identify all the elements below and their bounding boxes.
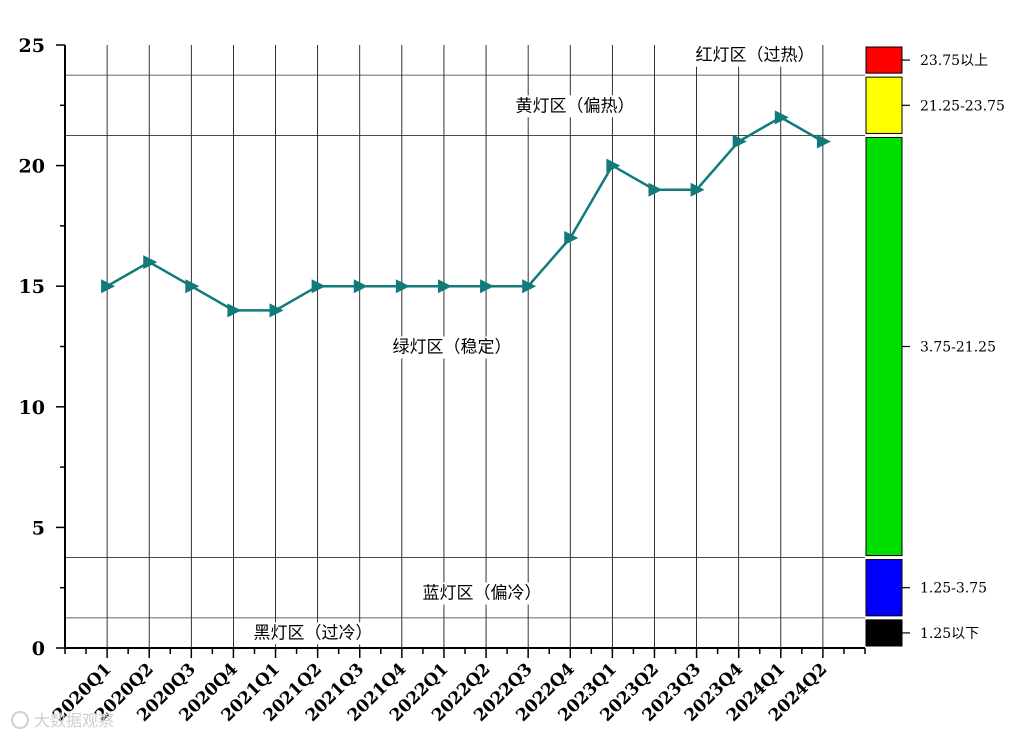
data-point-marker — [395, 279, 410, 294]
legend-swatch — [865, 76, 903, 134]
legend-swatch — [865, 559, 903, 617]
y-tick-label: 20 — [19, 156, 45, 178]
data-point-marker — [690, 182, 705, 197]
data-point-marker — [522, 279, 537, 294]
legend-swatch — [865, 46, 903, 74]
watermark: 大数据观察 — [11, 711, 114, 730]
y-tick-label: 15 — [19, 276, 45, 298]
series-line — [106, 115, 824, 312]
data-point-marker — [606, 158, 621, 173]
y-tick-label: 5 — [32, 517, 45, 539]
grid-lines — [106, 45, 824, 648]
zone-label: 蓝灯区（偏冷） — [423, 584, 542, 604]
legend-label: 3.75-21.25 — [920, 340, 996, 356]
zone-label: 黑灯区（过冷） — [254, 623, 373, 643]
legend-swatch — [865, 619, 903, 647]
data-point-marker — [101, 279, 116, 294]
zone-label-background — [692, 44, 818, 67]
legend-label: 23.75以上 — [920, 53, 988, 69]
watermark-logo-icon — [11, 711, 29, 729]
zone-label: 绿灯区（稳定） — [393, 338, 512, 358]
y-tick-label: 0 — [32, 638, 45, 660]
y-tick-label: 10 — [19, 397, 45, 419]
data-point-marker — [732, 134, 747, 149]
data-point-marker — [437, 279, 452, 294]
data-point-marker — [480, 279, 495, 294]
watermark-text: 大数据观察 — [34, 711, 114, 730]
legend-label: 21.25-23.75 — [920, 98, 1005, 114]
data-point-marker — [353, 279, 368, 294]
zone-label-background — [512, 95, 638, 118]
zone-thresholds: 红灯区（过热） 黄灯区（偏热） 绿灯区（稳定） 蓝灯区（偏冷） 黑灯区（过冷） — [65, 44, 865, 645]
data-point-marker — [774, 110, 789, 125]
legend-swatch — [865, 136, 903, 557]
y-tick-label: 25 — [19, 35, 45, 57]
data-point-marker — [227, 303, 242, 318]
zone-label: 黄灯区（偏热） — [516, 96, 635, 116]
data-point-marker — [564, 230, 579, 245]
data-point-marker — [269, 303, 284, 318]
data-point-marker — [185, 279, 200, 294]
zone-label-background — [250, 622, 376, 645]
series — [101, 110, 831, 318]
legend-label: 1.25以下 — [920, 626, 979, 642]
data-point-marker — [816, 134, 831, 149]
data-point-marker — [648, 182, 663, 197]
zone-label-background — [389, 336, 515, 359]
data-point-marker — [311, 279, 326, 294]
legend-label: 1.25-3.75 — [920, 581, 987, 597]
zone-label: 红灯区（过热） — [696, 46, 815, 66]
data-point-marker — [143, 255, 158, 270]
zone-label-background — [419, 582, 545, 605]
legend: 23.75以上 21.25-23.75 3.75-21.25 1.25-3.75 1.2… — [865, 46, 1005, 647]
